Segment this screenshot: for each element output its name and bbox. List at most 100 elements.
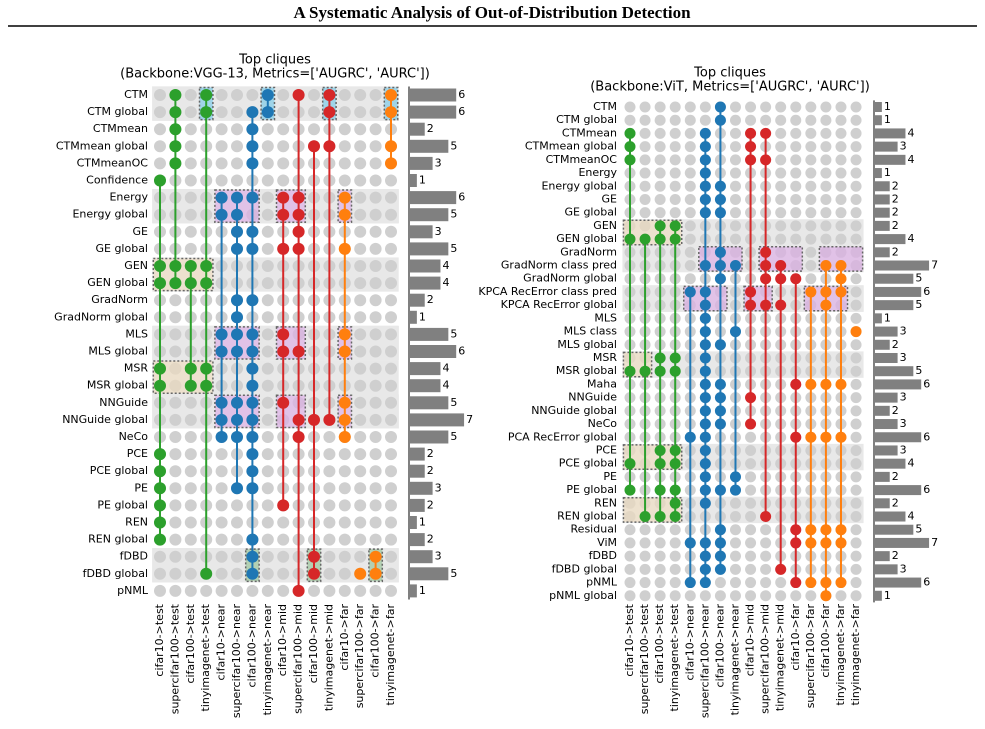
empty-dot (639, 563, 651, 575)
filled-dot (200, 362, 213, 375)
bar-label: 2 (892, 549, 899, 562)
filled-dot (745, 127, 757, 139)
empty-dot (354, 89, 367, 101)
empty-dot (261, 516, 274, 529)
bar-label: 5 (915, 364, 922, 377)
empty-dot (277, 157, 290, 170)
column-label: supercifar100->far (353, 604, 366, 709)
empty-dot (790, 233, 802, 245)
empty-dot (850, 352, 862, 364)
filled-dot (790, 524, 802, 536)
empty-dot (184, 225, 197, 238)
empty-dot (850, 273, 862, 285)
empty-dot (624, 524, 636, 536)
column-label: cifar100->test (184, 603, 197, 683)
filled-dot (699, 154, 711, 166)
empty-dot (261, 584, 274, 597)
empty-dot (385, 482, 397, 495)
empty-dot (369, 413, 382, 426)
bar-label: 6 (923, 377, 930, 390)
bar-label: 5 (450, 208, 457, 221)
empty-dot (215, 448, 228, 461)
empty-dot (323, 448, 336, 461)
column-label: supercifar100->test (168, 603, 181, 714)
filled-dot (385, 157, 397, 170)
filled-dot (745, 418, 757, 430)
empty-dot (200, 584, 213, 597)
empty-dot (154, 567, 166, 580)
empty-dot (184, 533, 197, 546)
filled-dot (246, 362, 259, 375)
empty-dot (850, 127, 862, 139)
empty-dot (850, 471, 862, 483)
filled-dot (385, 89, 397, 101)
empty-dot (745, 511, 757, 523)
filled-dot (215, 396, 228, 409)
empty-dot (654, 537, 666, 549)
empty-dot (385, 191, 397, 204)
filled-dot (699, 577, 711, 589)
bar (874, 300, 914, 311)
filled-dot (699, 471, 711, 483)
filled-dot (246, 465, 259, 478)
filled-dot (820, 260, 832, 272)
column-label: cifar10->far (789, 604, 802, 671)
empty-dot (385, 499, 397, 512)
empty-dot (850, 405, 862, 417)
filled-dot (669, 511, 681, 523)
empty-dot (729, 590, 741, 602)
empty-dot (385, 311, 397, 324)
empty-dot (354, 174, 367, 187)
empty-dot (745, 114, 757, 126)
filled-dot (624, 127, 636, 139)
empty-dot (369, 465, 382, 478)
bar-label: 1 (884, 589, 891, 602)
filled-dot (231, 482, 243, 495)
empty-dot (385, 465, 397, 478)
empty-dot (654, 590, 666, 602)
bar-label: 2 (892, 206, 899, 219)
empty-dot (215, 550, 228, 563)
column-label: cifar100->test (653, 603, 666, 683)
empty-dot (169, 465, 182, 478)
filled-dot (669, 365, 681, 377)
bar-label: 5 (915, 298, 922, 311)
empty-dot (805, 246, 817, 258)
filled-dot (200, 260, 213, 272)
filled-dot (200, 567, 213, 580)
bar (874, 471, 890, 482)
empty-dot (369, 311, 382, 324)
bar (874, 432, 922, 443)
empty-dot (354, 294, 367, 307)
empty-dot (850, 167, 862, 179)
empty-dot (699, 101, 711, 113)
empty-dot (369, 157, 382, 170)
empty-dot (261, 242, 274, 255)
empty-dot (850, 484, 862, 496)
filled-dot (669, 484, 681, 496)
empty-dot (684, 114, 696, 126)
empty-dot (850, 458, 862, 470)
empty-dot (805, 180, 817, 192)
filled-dot (215, 208, 228, 221)
filled-dot (654, 444, 666, 456)
bar (874, 392, 898, 403)
empty-dot (231, 550, 243, 563)
filled-dot (323, 106, 336, 119)
empty-dot (338, 448, 351, 461)
row-label: NNGuide global (531, 404, 617, 417)
empty-dot (835, 180, 847, 192)
empty-dot (323, 482, 336, 495)
filled-dot (323, 89, 336, 101)
filled-dot (699, 127, 711, 139)
empty-dot (805, 154, 817, 166)
empty-dot (215, 89, 228, 101)
empty-dot (639, 537, 651, 549)
filled-dot (729, 260, 741, 272)
empty-dot (729, 511, 741, 523)
empty-dot (323, 465, 336, 478)
empty-dot (338, 482, 351, 495)
row-label: CTMmeanOC (546, 153, 618, 166)
bar-label: 3 (900, 325, 907, 338)
filled-dot (835, 260, 847, 272)
